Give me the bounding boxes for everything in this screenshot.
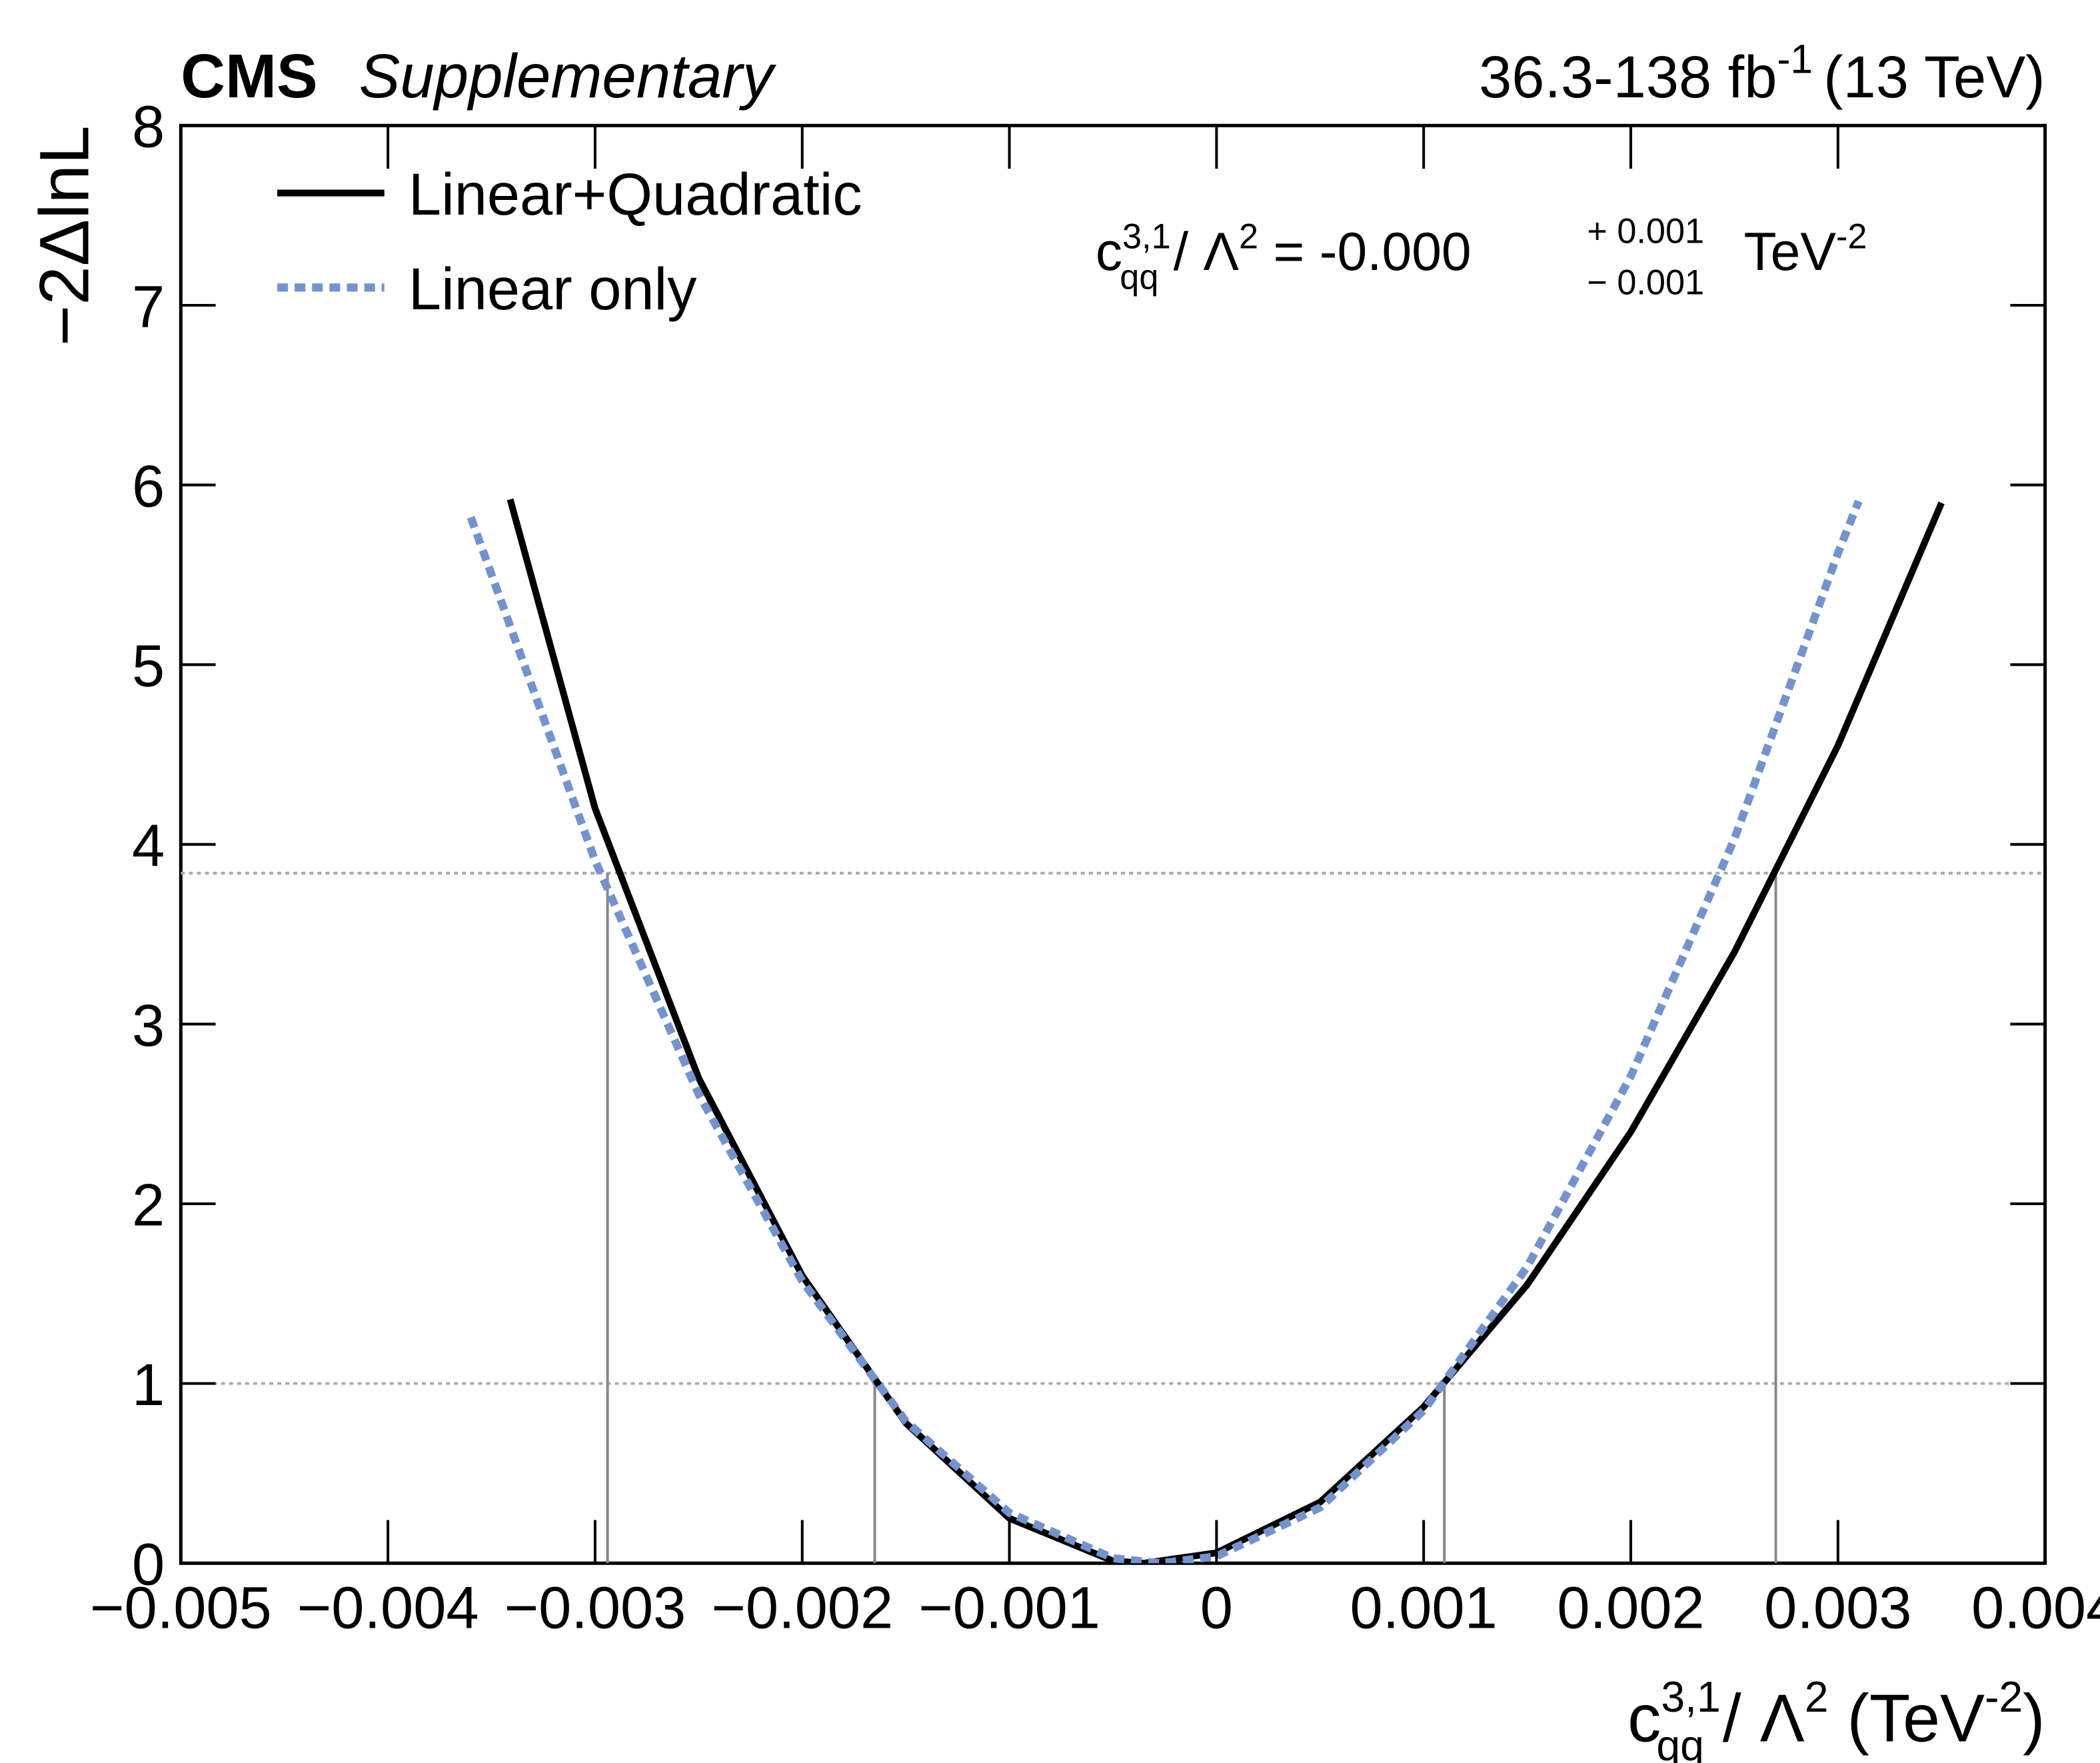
lumi-text: 36.3-138 fb [1479,44,1777,110]
x-tick-label: −0.003 [504,1574,686,1640]
result-up: + 0.001 [1587,212,1704,251]
x-label-mid: / Λ [1704,1681,1805,1756]
y-tick-label: 2 [132,1172,165,1238]
result-eq: = -0.000 [1258,222,1471,282]
lumi-energy: (13 TeV) [1823,44,2045,110]
y-tick-label: 1 [132,1352,165,1418]
x-tick-label: 0.003 [1764,1574,1911,1640]
result-mid: / Λ [1158,222,1239,282]
result-sup: 3,1 [1122,217,1171,256]
x-tick-label: −0.005 [90,1574,272,1640]
x-label-sub: qq [1656,1722,1704,1763]
x-tick-label: 0.004 [1971,1574,2100,1640]
result-down: − 0.001 [1587,263,1704,302]
lumi-sup: -1 [1777,36,1813,81]
x-tick-label: 0.001 [1350,1574,1498,1640]
y-tick-label: 8 [132,93,165,159]
legend-label: Linear+Quadratic [409,161,862,227]
plot-area [181,498,2045,1564]
y-tick-label: 3 [132,992,165,1058]
result: c3,1 qq / Λ2 = -0.000 [1096,217,1472,297]
x-axis-label: c3,1 qq / Λ2 (TeV-2) [1627,1673,2045,1763]
result-unit-sup: -2 [1836,217,1867,256]
curve [467,499,1863,1564]
result-symbol: c [1096,222,1122,282]
curve [507,498,1945,1564]
y-tick-label: 4 [132,813,165,879]
x-label-mid-sup: 2 [1805,1673,1829,1721]
y-tick-label: 5 [132,633,165,699]
x-label-unit-sup: -2 [1985,1673,2023,1721]
x-tick-label: −0.004 [297,1574,479,1640]
result-mid-sup: 2 [1239,217,1258,256]
plot-frame [179,123,2047,1565]
y-tick-label: 6 [132,453,165,519]
x-label-unit: (TeV [1828,1681,1984,1756]
y-axis-label: −2ΔlnL [26,125,104,346]
x-label-sup: 3,1 [1661,1673,1720,1721]
result-unit-text: TeV [1743,222,1836,282]
x-tick-label: −0.002 [711,1574,893,1640]
y-tick-label: 7 [132,273,165,339]
result-unit: TeV-2 [1743,217,1867,282]
y-tick-label: 0 [132,1531,165,1597]
result-sub: qq [1120,258,1158,297]
experiment: CMS [181,41,317,110]
x-tick-label: −0.001 [918,1574,1100,1640]
x-tick-label: 0 [1200,1574,1233,1640]
status: Supplementary [359,41,777,110]
lumi: 36.3-138 fb-1 (13 TeV) [1479,36,2045,110]
legend-label: Linear only [409,255,697,321]
x-label-symbol: c [1627,1681,1661,1756]
x-tick-label: 0.002 [1557,1574,1704,1640]
x-label-close: ) [2023,1681,2045,1756]
